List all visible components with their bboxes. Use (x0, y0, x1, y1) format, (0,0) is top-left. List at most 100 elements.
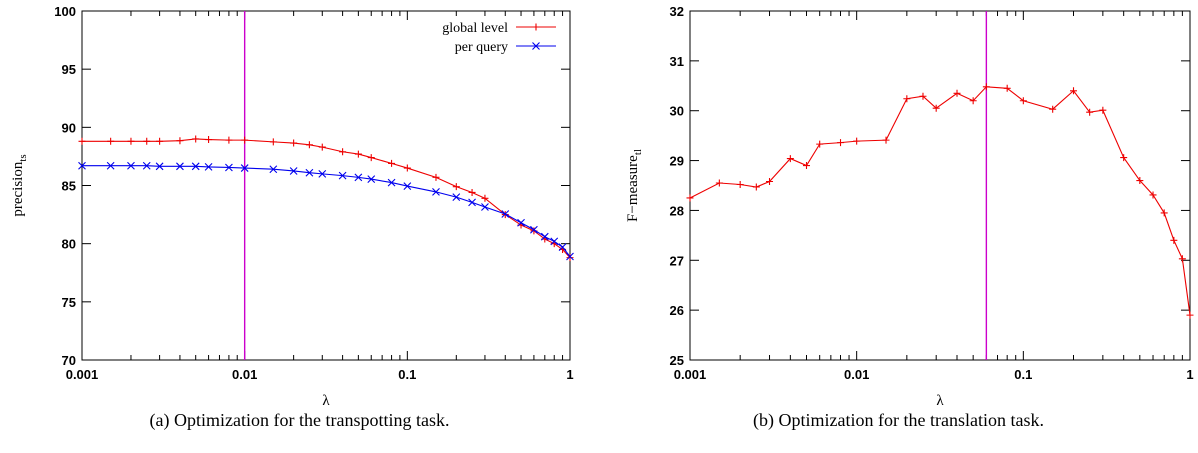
data-point (932, 104, 940, 112)
data-point (1003, 84, 1011, 92)
data-point (550, 237, 559, 246)
data-point (452, 183, 460, 191)
legend-label-1: per query (455, 40, 508, 55)
y-tick-label: 29 (670, 154, 684, 169)
data-point (78, 161, 86, 170)
data-point (155, 162, 164, 171)
legend-label-0: global level (442, 21, 508, 36)
y-tick-label: 95 (62, 62, 76, 77)
data-point (225, 136, 233, 144)
x-tick-label: 0.001 (66, 367, 99, 382)
data-point (982, 83, 990, 91)
data-point (432, 173, 440, 181)
y-tick-label: 80 (62, 237, 76, 252)
y-tick-label: 28 (670, 203, 684, 218)
y-tick-label: 70 (62, 353, 76, 368)
y-tick-label: 30 (670, 104, 684, 119)
data-point (517, 218, 525, 227)
y-axis-label: F−measuretl (625, 149, 644, 222)
plot-frame (81, 10, 571, 361)
series-line (82, 138, 571, 259)
plot-frame (689, 10, 1191, 361)
data-point (1178, 255, 1186, 263)
data-point (338, 171, 347, 180)
data-point (403, 182, 412, 190)
data-point (1049, 105, 1057, 113)
legend-marker-1 (532, 42, 540, 50)
data-point (1149, 191, 1157, 199)
data-point (191, 162, 200, 171)
chart-panel-b: 0.001 0.01 0.1 1 25 26 27 28 29 30 31 32 λ F−measuret… (599, 0, 1198, 453)
data-point (540, 232, 549, 241)
data-point (837, 139, 845, 147)
series-0 (78, 135, 574, 262)
y-axis-label: precisionts (10, 154, 29, 216)
data-point (468, 198, 476, 207)
data-point (387, 178, 396, 187)
data-point (143, 137, 151, 145)
series-0 (686, 83, 1194, 319)
data-point (816, 140, 824, 148)
data-point (736, 181, 744, 189)
caption-b: (b) Optimization for the translation tas… (753, 410, 1044, 430)
y-tick-label: 25 (670, 353, 684, 368)
data-point (240, 164, 249, 172)
data-point (1186, 311, 1194, 319)
data-point (269, 138, 277, 146)
data-point (786, 155, 794, 163)
data-point (318, 169, 327, 178)
data-point (1170, 236, 1178, 244)
data-point (432, 188, 440, 196)
x-axis-label: λ (322, 393, 330, 409)
y-tick-label: 27 (670, 253, 684, 268)
data-point (501, 210, 510, 218)
data-point (290, 139, 298, 147)
data-point (204, 162, 213, 171)
data-point (1019, 97, 1027, 105)
y-tick-label: 90 (62, 120, 76, 135)
data-point (530, 225, 538, 234)
data-point (752, 183, 760, 191)
y-tick-label: 26 (670, 303, 684, 318)
data-point (367, 154, 375, 162)
series-line (82, 165, 571, 257)
data-point (1070, 87, 1078, 95)
data-point (156, 137, 164, 145)
data-point (367, 175, 376, 183)
data-point (388, 159, 396, 167)
data-point (354, 173, 363, 182)
data-point (127, 137, 135, 145)
data-point (1120, 154, 1128, 162)
data-point (354, 150, 362, 158)
chart-panel-a: 0.001 0.01 0.1 1 70 75 80 85 90 95 100 λ precisionts… (10, 4, 574, 430)
data-point (142, 161, 151, 170)
data-point (339, 148, 347, 156)
chart-a-svg: 0.001 0.01 0.1 1 70 75 80 85 90 95 100 λ precisionts… (10, 4, 574, 409)
data-point (903, 95, 911, 103)
data-point (468, 188, 476, 196)
data-point (686, 194, 694, 202)
data-point (566, 254, 574, 262)
data-point (176, 137, 184, 145)
x-axis-label: λ (936, 393, 944, 409)
data-point (853, 137, 861, 145)
data-point (225, 163, 233, 172)
caption-a: (a) Optimization for the transpotting ta… (149, 410, 450, 430)
data-point (1160, 209, 1168, 217)
y-tick-label: 31 (670, 54, 684, 69)
data-point (78, 137, 86, 145)
y-tick-label: 100 (54, 4, 76, 19)
data-point (558, 243, 567, 252)
data-point (953, 89, 961, 97)
y-tick-label: 85 (62, 179, 76, 194)
data-point (1136, 177, 1144, 185)
data-point (715, 179, 723, 187)
data-point (289, 167, 298, 175)
data-point (802, 162, 810, 170)
data-point (766, 178, 774, 186)
data-point (305, 141, 313, 149)
data-point (1086, 108, 1094, 116)
x-tick-label: 1 (566, 367, 573, 382)
data-point (452, 193, 461, 202)
series-1 (78, 161, 574, 261)
